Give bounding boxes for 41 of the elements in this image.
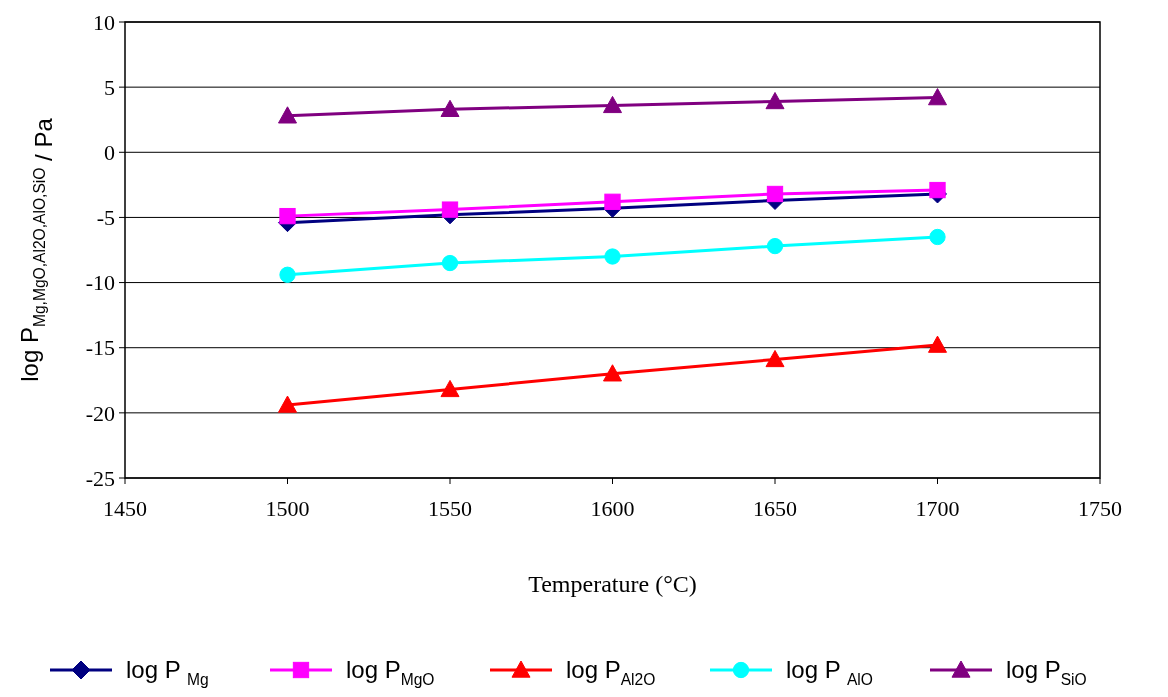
legend-label: log P$_{Al2O}$ [566, 656, 656, 689]
point [928, 335, 947, 353]
legend-label: log P$_{SiO}$ [1006, 656, 1087, 689]
point [765, 349, 785, 368]
point [928, 88, 947, 106]
point [766, 185, 784, 203]
x-tick-label: 1550 [428, 496, 472, 521]
point [929, 228, 946, 246]
point [279, 266, 296, 283]
point [765, 91, 785, 110]
point [604, 193, 621, 210]
x-tick-label: 1650 [753, 496, 797, 521]
point [441, 201, 459, 218]
y-tick-label: -15 [85, 335, 115, 361]
y-tick-label: -20 [85, 400, 115, 426]
y-tick-label: -10 [85, 270, 115, 296]
y-tick-label: 0 [104, 139, 115, 165]
x-tick-label: 1750 [1078, 496, 1122, 521]
x-tick-label: 1700 [915, 496, 960, 521]
y-tick-label: 10 [93, 9, 115, 35]
point [278, 395, 297, 413]
y-tick-label: -5 [96, 205, 115, 231]
point [440, 99, 460, 117]
point [604, 248, 621, 265]
x-tick-label: 1450 [103, 496, 147, 521]
point [278, 106, 297, 124]
x-tick-label: 1500 [265, 496, 310, 521]
legend-label: log P $_{AlO}$ [786, 656, 873, 689]
y-tick-label: -25 [85, 465, 115, 491]
x-axis-title: Temperature (°C) [528, 571, 697, 597]
point [279, 207, 296, 225]
point [603, 95, 622, 114]
legend-label: log P $_{Mg}$ [126, 656, 209, 689]
point [603, 364, 622, 382]
point [441, 254, 459, 272]
x-tick-label: 1600 [590, 496, 635, 521]
legend-label: log P$_{MgO}$ [346, 656, 435, 689]
point [766, 237, 784, 255]
point [929, 181, 946, 199]
y-tick-label: 5 [104, 74, 115, 100]
point [440, 379, 460, 398]
